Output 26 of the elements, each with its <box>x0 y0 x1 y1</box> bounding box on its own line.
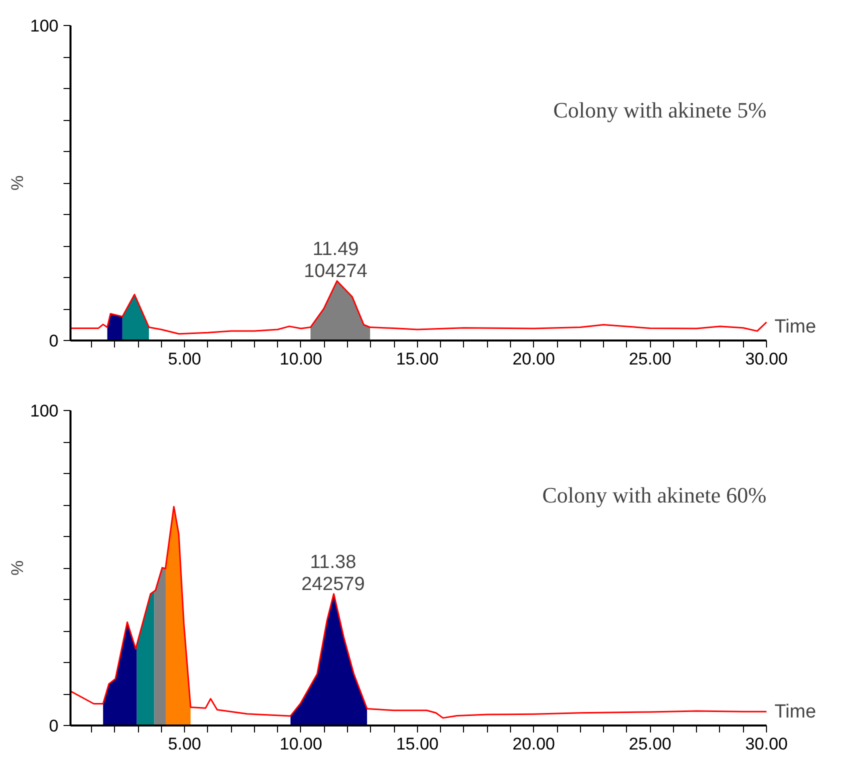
text: Colony with akinete 5% <box>553 98 767 122</box>
x-tick-label: 15.00 <box>396 350 439 368</box>
x-tick-label: 5.00 <box>168 350 202 368</box>
text: Colony with akinete 60% <box>542 482 767 508</box>
line-series <box>70 506 768 719</box>
line-series <box>70 280 768 335</box>
x-tick-label: 5.00 <box>168 734 202 754</box>
x-axis-title: Time <box>774 702 816 722</box>
x-tick-label: 25.00 <box>628 734 672 754</box>
x-tick-label: 20.00 <box>512 734 555 754</box>
x-tick-label: 25.00 <box>628 350 672 368</box>
x-tick-label: 10.00 <box>280 734 322 754</box>
x-tick-label: 10.00 <box>280 350 322 368</box>
x-tick-label: 30.00 <box>745 350 788 368</box>
x-tick-label: 30.00 <box>745 734 788 754</box>
x-axis-title: Time <box>774 316 816 338</box>
x-tick-label: 20.00 <box>512 350 555 368</box>
y-axis-title: % <box>8 175 28 191</box>
y-tick-label: 0 <box>49 332 59 350</box>
y-axis-title: % <box>8 560 28 576</box>
y-tick-label: 0 <box>49 716 59 736</box>
y-tick-label: 100 <box>30 402 59 420</box>
y-tick-label: 100 <box>30 16 59 36</box>
annotation: 11.49 104274 <box>304 238 368 282</box>
x-tick-label: 15.00 <box>396 734 439 754</box>
annotation: 11.38 242579 <box>301 552 365 595</box>
